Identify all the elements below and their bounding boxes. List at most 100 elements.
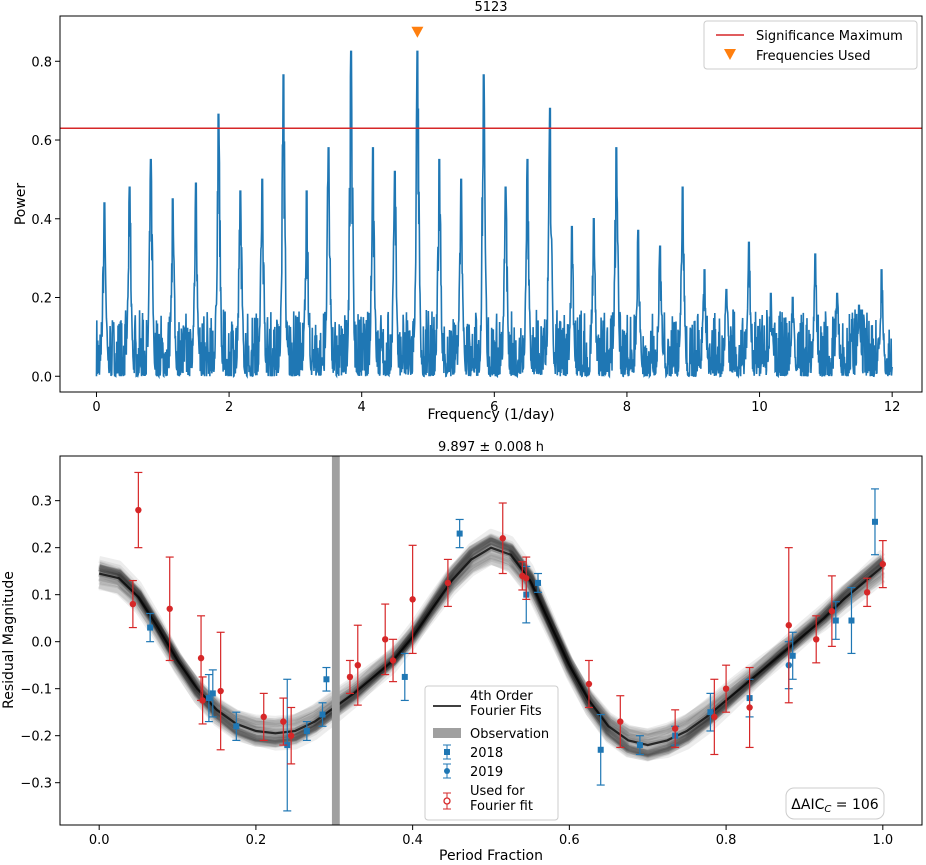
lightcurve-x-ticks: 0.0 0.2 0.4 0.6 0.8 1.0 [89, 825, 893, 848]
periodogram-x-tick-label: 2 [225, 400, 233, 415]
fourier-fit-draw [98, 557, 886, 736]
periodogram-x-ticks: 0 2 4 6 8 10 12 [92, 392, 900, 415]
data-point [722, 664, 731, 713]
data-point [616, 695, 625, 749]
aic-box [785, 787, 885, 820]
fourier-fit-draw [98, 535, 886, 758]
legend-frequencies-swatch [724, 49, 736, 60]
lightcurve-x-tick-label: 0.6 [559, 833, 580, 848]
periodogram-legend-box [703, 20, 918, 70]
fourier-fit-mean [98, 546, 884, 747]
data-point [389, 638, 398, 683]
periodogram-y-ticks: 0.0 0.2 0.4 0.6 0.8 [31, 55, 60, 385]
data-point [745, 666, 754, 749]
fourier-fit-draw [98, 528, 886, 761]
lightcurve-x-tick-label: 0.0 [89, 833, 110, 848]
legend-2019-swatch [443, 763, 451, 779]
lightcurve-y-tick-label: 0.1 [31, 589, 52, 604]
data-point [381, 603, 390, 676]
lightcurve-y-tick-label: −0.2 [20, 730, 52, 745]
data-point [534, 572, 543, 593]
data-point [870, 488, 879, 556]
fourier-fit-draw [98, 549, 885, 747]
data-point [345, 659, 354, 694]
fourier-fit-draw [98, 537, 886, 756]
aic-text: ΔAICC = 106 [791, 797, 878, 815]
data-point [878, 540, 887, 589]
data-point [831, 601, 840, 640]
observation-band [331, 456, 340, 825]
data-point [706, 692, 715, 732]
lightcurve-y-tick-label: 0.2 [31, 542, 52, 557]
data-point [455, 518, 464, 549]
data-point [198, 676, 207, 725]
lightcurve-panel: 9.897 ± 0.008 h 0.0 0.2 0.4 0.6 0.8 1.0 −0.3−… [1, 440, 923, 864]
legend-frequencies-label: Frequencies Used [756, 49, 871, 64]
periodogram-title: 5123 [474, 0, 507, 15]
periodogram-y-tick-label: 0.0 [31, 370, 52, 385]
data-point [596, 713, 605, 786]
data-point [522, 556, 531, 600]
lightcurve-plot-area [97, 456, 887, 825]
data-point [584, 659, 593, 709]
data-point [788, 631, 797, 680]
legend-2019-label: 2019 [470, 765, 503, 780]
periodogram-y-tick-label: 0.8 [31, 55, 52, 70]
periodogram-legend: Significance Maximum Frequencies Used [703, 20, 918, 70]
fourier-fit-draw [98, 554, 886, 736]
legend-2018-swatch [443, 744, 451, 760]
fourier-fit-draw [98, 537, 886, 754]
series-used-for-fourier-fit [128, 471, 887, 765]
periodogram-x-tick-label: 10 [751, 400, 768, 415]
data-point [847, 587, 856, 655]
periodogram-frame [59, 15, 923, 393]
fourier-fit-draw [98, 548, 885, 745]
periodogram-y-tick-label: 0.2 [31, 292, 52, 307]
fourier-fit-draw [98, 551, 885, 741]
lightcurve-legend-box [424, 685, 559, 821]
lightcurve-frame [59, 455, 923, 826]
lightcurve-y-tick-label: −0.1 [20, 683, 52, 698]
data-point [671, 709, 680, 749]
fourier-fit-draw [98, 536, 886, 758]
legend-fourier-label: 4th Order Fourier Fits [470, 689, 542, 719]
lightcurve-y-ticks: −0.3 −0.2 −0.1 0.0 0.1 0.2 0.3 [20, 495, 60, 792]
data-point [216, 631, 225, 751]
fourier-fit-draw [98, 536, 886, 757]
data-point [204, 673, 213, 723]
legend-significance-label: Significance Maximum [756, 29, 903, 44]
periodogram-x-tick-label: 12 [884, 400, 901, 415]
data-point [784, 547, 793, 704]
periodogram-panel: 5123 0 2 4 6 8 10 12 0.0 0.2 0.4 0.6 0.8 Frequency… [13, 0, 923, 423]
data-point [827, 575, 836, 647]
fourier-fit-draw [98, 540, 886, 749]
data-point [710, 678, 719, 756]
lightcurve-y-tick-label: 0.3 [31, 495, 52, 510]
lightcurve-x-tick-label: 1.0 [872, 833, 893, 848]
periodogram-plot-area [60, 26, 922, 380]
lightcurve-x-label: Period Fraction [439, 848, 543, 864]
data-point [498, 502, 507, 575]
periodogram-line [95, 50, 893, 380]
data-point [812, 615, 821, 664]
legend-used-swatch [443, 792, 451, 810]
legend-used-label: Used for Fourier fit [470, 784, 533, 814]
data-point [208, 669, 217, 718]
fourier-fit-draw [98, 537, 886, 756]
aic-annotation: ΔAICC = 106 [785, 787, 885, 820]
data-point [232, 711, 241, 741]
data-point [322, 666, 331, 692]
lightcurve-y-tick-label: −0.3 [20, 777, 52, 792]
fourier-fit-draw [97, 542, 885, 757]
periodogram-y-tick-label: 0.6 [31, 134, 52, 149]
data-point [408, 544, 417, 655]
lightcurve-x-tick-label: 0.2 [246, 833, 267, 848]
periodogram-x-tick-label: 6 [490, 400, 498, 415]
fourier-fit-draw [97, 537, 885, 762]
frequency-used-marker [411, 26, 424, 38]
lightcurve-y-tick-label: 0.0 [31, 636, 52, 651]
periodogram-y-label: Power [13, 183, 29, 226]
legend-2018-label: 2018 [470, 746, 503, 761]
lightcurve-legend: 4th Order Fourier Fits Observation 2018 … [424, 685, 559, 821]
